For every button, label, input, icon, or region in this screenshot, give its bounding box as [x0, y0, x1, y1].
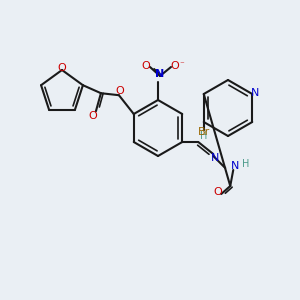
Text: N: N: [231, 161, 239, 171]
Text: N: N: [211, 153, 219, 163]
Text: H: H: [200, 131, 207, 141]
Text: O: O: [88, 111, 97, 121]
Text: O: O: [116, 86, 124, 96]
Text: N: N: [251, 88, 260, 98]
Text: O: O: [142, 61, 150, 71]
Text: O: O: [214, 187, 223, 197]
Text: N: N: [155, 69, 165, 79]
Text: O: O: [171, 61, 179, 71]
Text: Br: Br: [198, 127, 210, 137]
Text: H: H: [242, 159, 249, 169]
Text: ⁻: ⁻: [180, 61, 184, 70]
Text: O: O: [58, 63, 66, 73]
